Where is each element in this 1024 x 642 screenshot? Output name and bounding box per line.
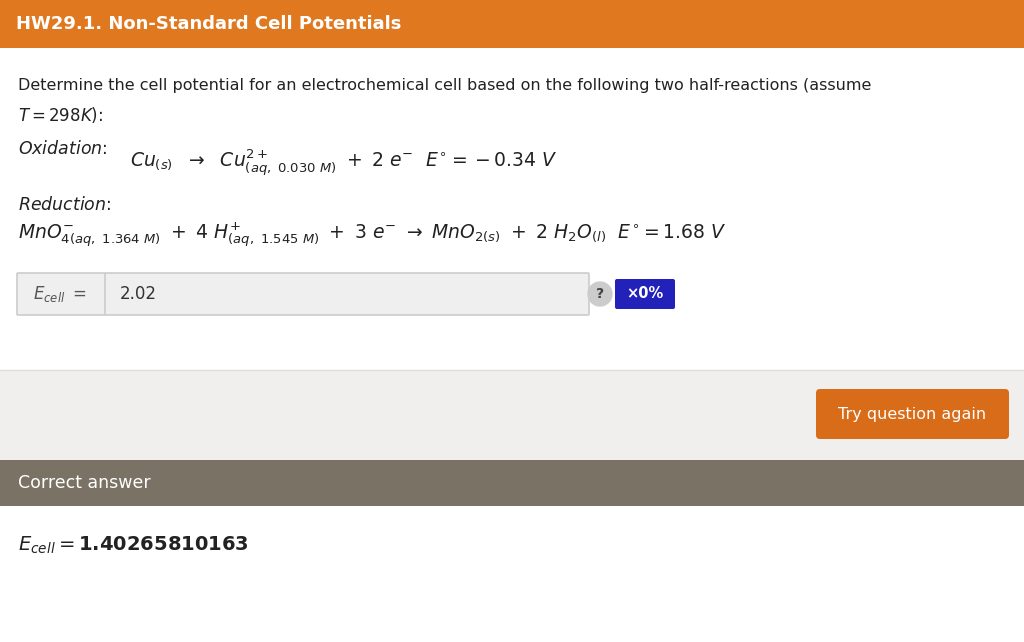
Text: ?: ? (596, 287, 604, 301)
FancyBboxPatch shape (0, 460, 1024, 506)
Text: ×0%: ×0% (627, 286, 664, 302)
Circle shape (588, 282, 612, 306)
Text: $\it{Reduction}$:: $\it{Reduction}$: (18, 196, 112, 214)
Text: Correct answer: Correct answer (18, 474, 151, 492)
FancyBboxPatch shape (17, 273, 589, 315)
FancyBboxPatch shape (0, 0, 1024, 48)
Text: $E_{cell}\ =$: $E_{cell}\ =$ (33, 284, 87, 304)
Text: $\it{MnO}^{-}_{4(aq,\ 1.364\ M)}$$\ +\ 4\ \it{H}^{+}_{(aq,\ 1.545\ M)}$$\ +\ 3\ : $\it{MnO}^{-}_{4(aq,\ 1.364\ M)}$$\ +\ 4… (18, 220, 727, 249)
FancyBboxPatch shape (816, 389, 1009, 439)
FancyBboxPatch shape (615, 279, 675, 309)
Text: $\it{Oxidation}$:: $\it{Oxidation}$: (18, 140, 108, 158)
FancyBboxPatch shape (0, 506, 1024, 642)
Text: $E_{cell} = \mathbf{1.40265810163}$: $E_{cell} = \mathbf{1.40265810163}$ (18, 534, 249, 555)
Text: $\it{Cu}_{(s)}\ \ \rightarrow\ \ \it{Cu}^{2+}_{(aq,\ 0.030\ M)}$$\ +\ 2\ e^{-}\ : $\it{Cu}_{(s)}\ \ \rightarrow\ \ \it{Cu}… (130, 148, 557, 178)
Text: Determine the cell potential for an electrochemical cell based on the following : Determine the cell potential for an elec… (18, 78, 871, 93)
Text: 2.02: 2.02 (120, 285, 157, 303)
FancyBboxPatch shape (0, 370, 1024, 642)
Text: HW29.1. Non-Standard Cell Potentials: HW29.1. Non-Standard Cell Potentials (16, 15, 401, 33)
Text: Try question again: Try question again (839, 406, 986, 422)
Text: $T = 298K$):: $T = 298K$): (18, 105, 103, 125)
